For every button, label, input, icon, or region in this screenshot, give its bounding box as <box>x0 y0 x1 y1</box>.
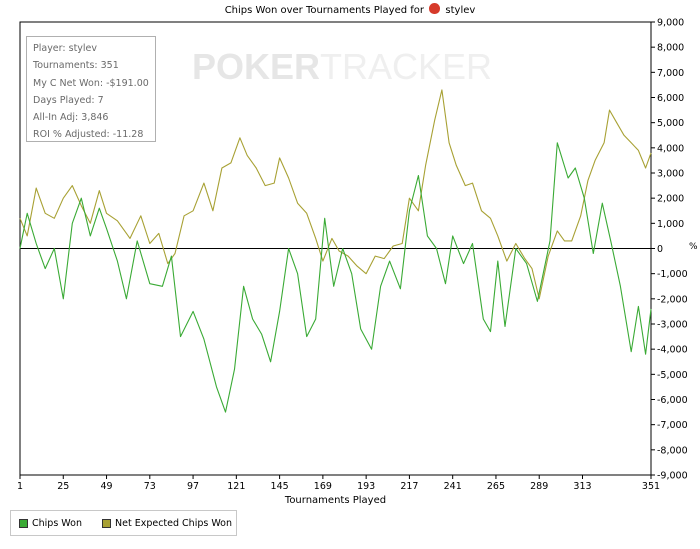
pokertracker-watermark: POKERTRACKER <box>192 46 493 87</box>
stat-allin-adj: All-In Adj: 3,846 <box>33 112 109 124</box>
y-tick-label: -2,000 <box>657 294 688 305</box>
chart-title-player: stylev <box>445 5 476 16</box>
legend-swatch-chips-won <box>19 519 28 528</box>
stat-roi: ROI % Adjusted: -11.28 <box>33 129 144 141</box>
legend: Chips Won Net Expected Chips Won <box>10 510 237 536</box>
series-lines <box>19 89 652 413</box>
stat-days-played: Days Played: 7 <box>33 94 104 106</box>
x-tick-label: 121 <box>227 481 245 492</box>
pokertracker-logo-icon <box>429 3 441 14</box>
x-tick-label: 217 <box>400 481 418 492</box>
x-tick-label: 169 <box>314 481 332 492</box>
y-tick-label: 7,000 <box>657 68 684 79</box>
y-tick-label: -3,000 <box>657 320 688 331</box>
x-tick-label: 73 <box>144 481 156 492</box>
y-tick-label: 0 <box>657 244 663 255</box>
y-tick-label: 5,000 <box>657 118 684 129</box>
y-tick-label: 1,000 <box>657 219 684 230</box>
y-tick-label: -4,000 <box>657 345 688 356</box>
x-tick-label: 313 <box>573 481 591 492</box>
series-line-net-expected-chips-won <box>19 89 652 300</box>
x-axis-label: Tournaments Played <box>284 495 387 506</box>
stat-tournaments: Tournaments: 351 <box>33 60 119 72</box>
y-tick-label: -1,000 <box>657 269 688 280</box>
y-tick-label: 8,000 <box>657 43 684 54</box>
legend-label-expected: Net Expected Chips Won <box>115 518 233 529</box>
stats-box: Player: stylev Tournaments: 351 My C Net… <box>26 36 156 142</box>
y-tick-label: -8,000 <box>657 445 688 456</box>
x-tick-label: 265 <box>487 481 505 492</box>
y-tick-label: -5,000 <box>657 370 688 381</box>
stat-net-won: My C Net Won: -$191.00 <box>33 77 149 89</box>
series-line-chips-won <box>19 142 652 413</box>
x-tick-label: 193 <box>357 481 375 492</box>
x-tick-label: 145 <box>271 481 289 492</box>
y-tick-label: -7,000 <box>657 420 688 431</box>
x-tick-label: 49 <box>100 481 112 492</box>
x-tick-label: 289 <box>530 481 548 492</box>
x-tick-label: 351 <box>642 481 660 492</box>
right-axis-percent-symbol: % <box>689 242 698 252</box>
y-tick-label: -9,000 <box>657 471 688 482</box>
legend-swatch-expected <box>102 519 111 528</box>
y-tick-label: 4,000 <box>657 143 684 154</box>
legend-item-chips-won: Chips Won <box>19 518 82 529</box>
y-tick-label: 3,000 <box>657 169 684 180</box>
y-axis-right: 9,000 8,000 7,000 6,000 5,000 4,000 3,000 2,000… <box>651 18 688 482</box>
x-tick-label: 97 <box>187 481 199 492</box>
y-tick-label: 9,000 <box>657 18 684 29</box>
x-axis: 1 25 49 73 97 121 145 169 193 217 241 265 289 313 351 <box>17 475 660 492</box>
chart-title: Chips Won over Tournaments Played for st… <box>0 3 700 16</box>
legend-label-chips-won: Chips Won <box>32 518 82 529</box>
x-tick-label: 241 <box>444 481 462 492</box>
y-tick-label: 6,000 <box>657 93 684 104</box>
x-tick-label: 25 <box>57 481 69 492</box>
x-tick-label: 1 <box>17 481 23 492</box>
legend-item-expected: Net Expected Chips Won <box>102 518 232 529</box>
stat-player: Player: stylev <box>33 43 98 54</box>
y-tick-label: -6,000 <box>657 395 688 406</box>
y-tick-label: 2,000 <box>657 194 684 205</box>
chart-title-text: Chips Won over Tournaments Played for <box>224 5 425 16</box>
